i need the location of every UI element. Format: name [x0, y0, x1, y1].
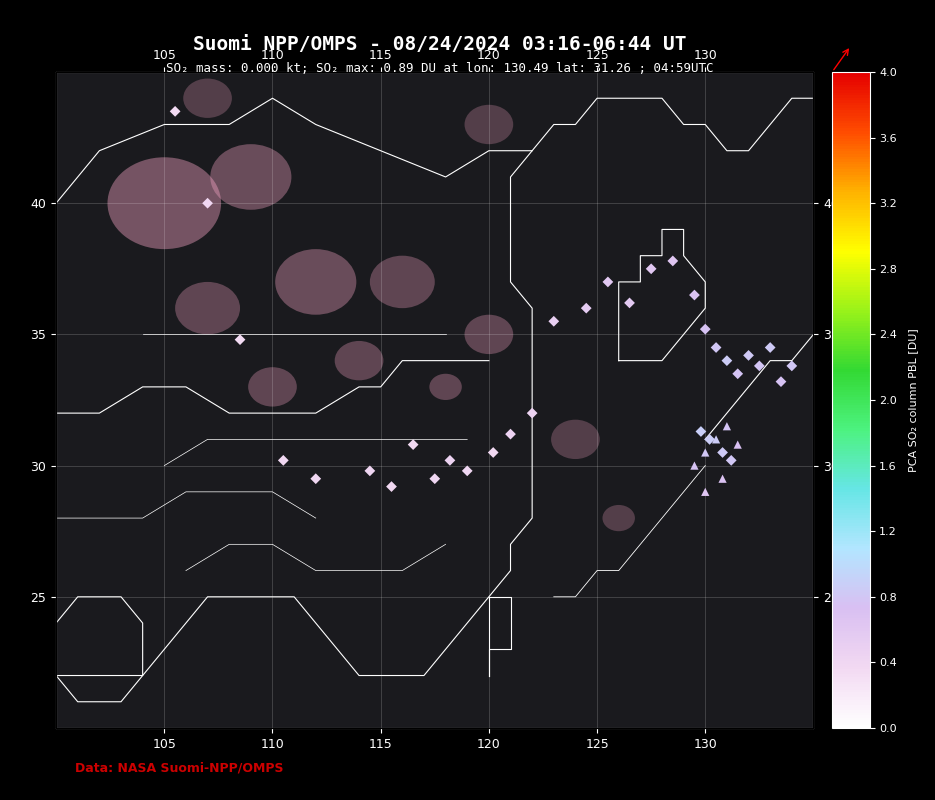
Ellipse shape	[183, 78, 232, 118]
Ellipse shape	[335, 341, 383, 380]
Point	[709, 341, 724, 354]
Point	[384, 480, 399, 493]
Ellipse shape	[551, 420, 599, 459]
Point	[752, 359, 767, 372]
Ellipse shape	[175, 282, 240, 334]
Point	[730, 367, 745, 380]
Point	[200, 197, 215, 210]
Point	[687, 289, 702, 302]
Point	[715, 472, 730, 485]
Text: SO₂ mass: 0.000 kt; SO₂ max: 0.89 DU at lon: 130.49 lat: 31.26 ; 04:59UTC: SO₂ mass: 0.000 kt; SO₂ max: 0.89 DU at …	[165, 62, 713, 74]
Y-axis label: PCA SO₂ column PBL [DU]: PCA SO₂ column PBL [DU]	[908, 328, 918, 472]
Text: Suomi NPP/OMPS - 08/24/2024 03:16-06:44 UT: Suomi NPP/OMPS - 08/24/2024 03:16-06:44 …	[193, 34, 686, 54]
Point	[579, 302, 594, 314]
Point	[724, 454, 739, 466]
Ellipse shape	[370, 256, 435, 308]
Point	[460, 465, 475, 478]
Point	[719, 354, 734, 367]
Point	[167, 105, 182, 118]
Ellipse shape	[465, 105, 513, 144]
Point	[363, 465, 378, 478]
Point	[694, 425, 709, 438]
Point	[276, 454, 291, 466]
Ellipse shape	[429, 374, 462, 400]
Point	[709, 433, 724, 446]
Text: Data: NASA Suomi-NPP/OMPS: Data: NASA Suomi-NPP/OMPS	[75, 762, 283, 774]
Point	[442, 454, 457, 466]
Point	[698, 446, 712, 459]
Point	[406, 438, 421, 451]
Point	[643, 262, 658, 275]
Point	[546, 315, 561, 328]
Point	[773, 375, 788, 388]
Point	[666, 254, 681, 267]
Ellipse shape	[210, 144, 292, 210]
Point	[719, 420, 734, 433]
Point	[784, 359, 799, 372]
Point	[485, 446, 500, 459]
Point	[715, 446, 730, 459]
Ellipse shape	[108, 158, 221, 249]
Point	[698, 322, 712, 335]
Ellipse shape	[602, 505, 635, 531]
Point	[503, 428, 518, 441]
Point	[600, 275, 615, 288]
Point	[698, 486, 712, 498]
Point	[622, 297, 637, 310]
Point	[427, 472, 442, 485]
Ellipse shape	[275, 249, 356, 314]
Point	[687, 459, 702, 472]
Point	[741, 349, 756, 362]
Point	[730, 438, 745, 451]
Ellipse shape	[465, 314, 513, 354]
Point	[702, 433, 717, 446]
Ellipse shape	[248, 367, 296, 406]
Point	[525, 406, 539, 419]
Point	[233, 334, 248, 346]
Point	[309, 472, 324, 485]
Point	[763, 341, 778, 354]
